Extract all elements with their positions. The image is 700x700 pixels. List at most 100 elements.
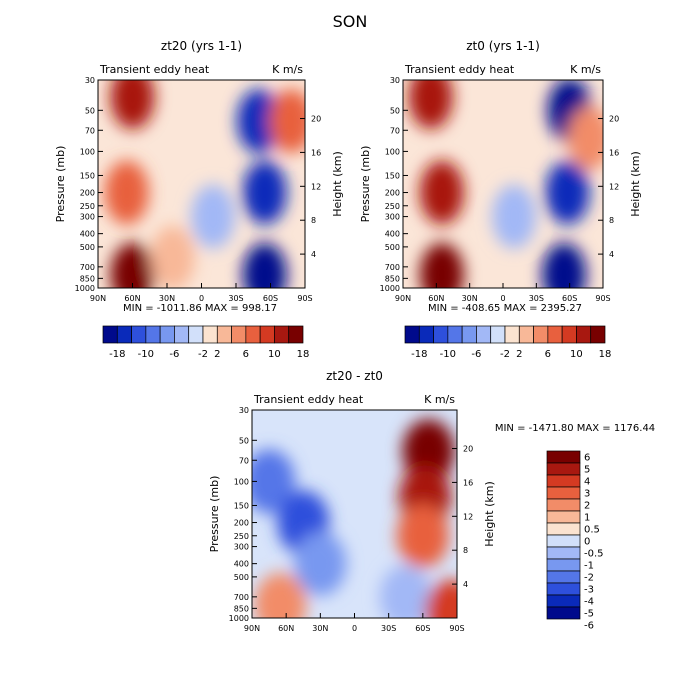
field-blob: [425, 579, 457, 618]
y-tick-label: 150: [385, 171, 400, 180]
y2-tick-label: 8: [463, 546, 468, 555]
y-axis-label: Pressure (mb): [54, 146, 67, 223]
y2-axis-label: Height (km): [483, 481, 496, 547]
field-blob: [402, 419, 455, 484]
y-tick-label: 850: [80, 274, 95, 283]
colorbar-label: 1: [584, 513, 590, 524]
y-tick-label: 30: [390, 76, 400, 85]
x-tick-label: 60N: [278, 624, 294, 633]
field-blob: [567, 106, 603, 171]
colorbar-swatch: [576, 325, 592, 344]
y2-tick-label: 16: [463, 478, 473, 487]
y-tick-label: 100: [80, 147, 95, 156]
colorbar-label: 6: [243, 349, 249, 360]
field-blob: [110, 80, 155, 130]
colorbar-swatch: [476, 325, 492, 344]
field-blob: [294, 531, 347, 596]
colorbar-label: -6: [471, 349, 481, 360]
colorbar-swatch: [546, 570, 581, 584]
colorbar-swatch: [288, 325, 304, 344]
y-tick-label: 400: [234, 560, 249, 569]
y-tick-label: 50: [390, 106, 400, 115]
y2-tick-label: 20: [463, 445, 473, 454]
y-tick-label: 300: [234, 543, 249, 552]
colorbar-label: 6: [545, 349, 551, 360]
colorbar-swatch: [546, 474, 581, 488]
colorbar-swatch: [546, 486, 581, 500]
transient-label: Transient eddy heat: [253, 393, 364, 406]
y-tick-label: 70: [239, 456, 249, 465]
colorbar: -18 -10 -6 -2 2 6 10 18: [404, 325, 611, 360]
contour-field: [403, 80, 603, 288]
colorbar-label: -6: [169, 349, 179, 360]
colorbar-swatch: [188, 325, 204, 344]
units-label: K m/s: [570, 63, 601, 76]
colorbar-swatch: [418, 325, 434, 344]
colorbar-swatch: [546, 534, 581, 548]
colorbar-label: 6: [584, 453, 590, 464]
colorbar-swatch: [202, 325, 218, 344]
field-blob: [252, 449, 296, 514]
y-tick-label: 500: [385, 243, 400, 252]
colorbar: -18 -10 -6 -2 2 6 10 18: [102, 325, 310, 360]
y-tick-label: 1000: [75, 284, 95, 293]
colorbar-swatch: [274, 325, 290, 344]
field-blob: [150, 225, 195, 288]
y-tick-label: 400: [385, 230, 400, 239]
field-blob: [492, 184, 537, 249]
colorbar-label: -5: [584, 609, 594, 620]
colorbar-label: 2: [516, 349, 522, 360]
panel-title: zt20 - zt0: [326, 369, 383, 383]
y-tick-label: 500: [80, 243, 95, 252]
y-tick-label: 250: [80, 202, 95, 211]
panel-diff: zt20 - zt0 Transient eddy heat K m/s 90N 60N…: [208, 369, 655, 633]
field-blob: [254, 572, 307, 618]
field-blob: [242, 160, 287, 225]
y-axis-label: Pressure (mb): [359, 146, 372, 223]
colorbar-label: 2: [584, 501, 590, 512]
y-tick-label: 200: [234, 519, 249, 528]
y-tick-label: 300: [385, 213, 400, 222]
x-tick-label: 90N: [90, 294, 106, 303]
colorbar-label: 4: [584, 477, 590, 488]
colorbar-label: -2: [584, 573, 594, 584]
field-blob: [408, 80, 453, 130]
field-blob: [545, 160, 590, 225]
x-tick-label: 0: [500, 294, 505, 303]
y-tick-label: 250: [234, 532, 249, 541]
panels: zt20 (yrs 1-1) Transient eddy heat K m/s 90…: [54, 39, 655, 633]
min-max-stats: MIN = -408.65 MAX = 2395.27: [428, 303, 582, 314]
colorbar-label: -10: [138, 349, 154, 360]
x-tick-label: 60N: [124, 294, 140, 303]
y2-tick-label: 8: [609, 216, 614, 225]
y-tick-label: 50: [239, 436, 249, 445]
colorbar-swatch: [245, 325, 261, 344]
y-tick-label: 30: [239, 406, 249, 415]
colorbar-label: -4: [584, 597, 594, 608]
x-tick-label: 90S: [297, 294, 312, 303]
colorbar-swatch: [145, 325, 161, 344]
colorbar-swatch: [546, 546, 581, 560]
colorbar-label: -0.5: [584, 549, 604, 560]
colorbar-swatch: [404, 325, 420, 344]
x-tick-label: 60S: [263, 294, 278, 303]
colorbar-label: 18: [297, 349, 310, 360]
y-tick-label: 850: [234, 604, 249, 613]
x-tick-label: 60N: [428, 294, 444, 303]
x-tick-label: 30S: [529, 294, 544, 303]
colorbar-label: -18: [411, 349, 427, 360]
y-tick-label: 30: [85, 76, 95, 85]
colorbar-label: -3: [584, 585, 594, 596]
y-tick-label: 1000: [380, 284, 400, 293]
x-tick-label: 30S: [228, 294, 243, 303]
x-tick-label: 0: [352, 624, 357, 633]
y-tick-label: 70: [85, 126, 95, 135]
colorbar-swatch: [546, 558, 581, 572]
colorbar-swatch: [546, 594, 581, 608]
colorbar-label: -2: [500, 349, 510, 360]
transient-label: Transient eddy heat: [99, 63, 210, 76]
panel-title: zt0 (yrs 1-1): [466, 39, 540, 53]
colorbar-label: 0: [584, 537, 590, 548]
colorbar-swatch: [174, 325, 190, 344]
units-label: K m/s: [424, 393, 455, 406]
